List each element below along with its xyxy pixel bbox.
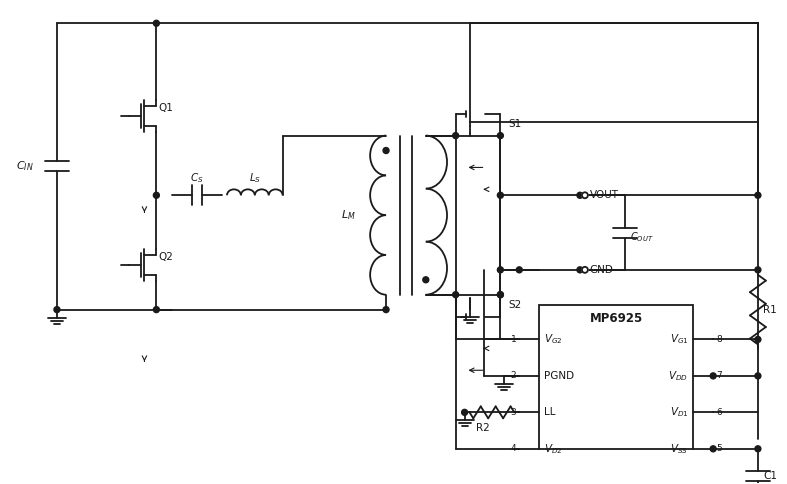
Bar — [539, 304, 693, 449]
Circle shape — [462, 409, 467, 415]
Circle shape — [383, 148, 389, 153]
Circle shape — [153, 20, 159, 26]
Text: S2: S2 — [508, 300, 522, 310]
Text: $V_{D1}$: $V_{D1}$ — [670, 406, 689, 419]
Circle shape — [453, 292, 459, 298]
Circle shape — [497, 192, 504, 198]
Text: 3: 3 — [511, 408, 516, 417]
Text: GND: GND — [590, 265, 614, 275]
Circle shape — [582, 192, 588, 198]
Text: $C_{OUT}$: $C_{OUT}$ — [630, 230, 653, 244]
Text: $L_S$: $L_S$ — [249, 171, 260, 185]
Circle shape — [383, 307, 389, 313]
Circle shape — [153, 192, 159, 198]
Text: $C_S$: $C_S$ — [190, 171, 204, 185]
Circle shape — [755, 192, 761, 198]
Text: PGND: PGND — [544, 371, 575, 381]
Text: $V_{DD}$: $V_{DD}$ — [668, 369, 689, 383]
Text: Q2: Q2 — [158, 252, 173, 262]
Text: 7: 7 — [716, 371, 722, 380]
Text: $L_M$: $L_M$ — [341, 208, 356, 222]
Circle shape — [755, 446, 761, 452]
Circle shape — [577, 192, 583, 198]
Circle shape — [497, 292, 504, 298]
Circle shape — [582, 267, 588, 273]
Text: VOUT: VOUT — [590, 190, 619, 200]
Text: LL: LL — [544, 408, 556, 417]
Text: $V_{G1}$: $V_{G1}$ — [670, 333, 689, 347]
Text: R1: R1 — [763, 304, 777, 315]
Circle shape — [153, 307, 159, 313]
Circle shape — [423, 277, 429, 283]
Text: $C_{IN}$: $C_{IN}$ — [17, 160, 34, 173]
Circle shape — [577, 267, 583, 273]
Text: S1: S1 — [508, 119, 522, 129]
Text: 2: 2 — [511, 371, 516, 380]
Text: R2: R2 — [475, 424, 490, 433]
Text: 1: 1 — [511, 335, 516, 344]
Text: 4: 4 — [511, 444, 516, 454]
Text: MP6925: MP6925 — [589, 312, 643, 325]
Circle shape — [497, 292, 504, 298]
Text: C1: C1 — [764, 470, 778, 481]
Circle shape — [755, 267, 761, 273]
Circle shape — [755, 373, 761, 379]
Circle shape — [710, 446, 716, 452]
Text: $V_{G2}$: $V_{G2}$ — [544, 333, 563, 347]
Circle shape — [54, 307, 60, 313]
Text: 8: 8 — [716, 335, 722, 344]
Circle shape — [497, 267, 504, 273]
Circle shape — [755, 336, 761, 342]
Text: 5: 5 — [716, 444, 722, 454]
Text: Q1: Q1 — [158, 103, 173, 113]
Circle shape — [516, 267, 523, 273]
Circle shape — [710, 373, 716, 379]
Text: $V_{D2}$: $V_{D2}$ — [544, 442, 563, 456]
Circle shape — [497, 133, 504, 138]
Text: $V_{SS}$: $V_{SS}$ — [671, 442, 689, 456]
Circle shape — [453, 133, 459, 138]
Text: 6: 6 — [716, 408, 722, 417]
